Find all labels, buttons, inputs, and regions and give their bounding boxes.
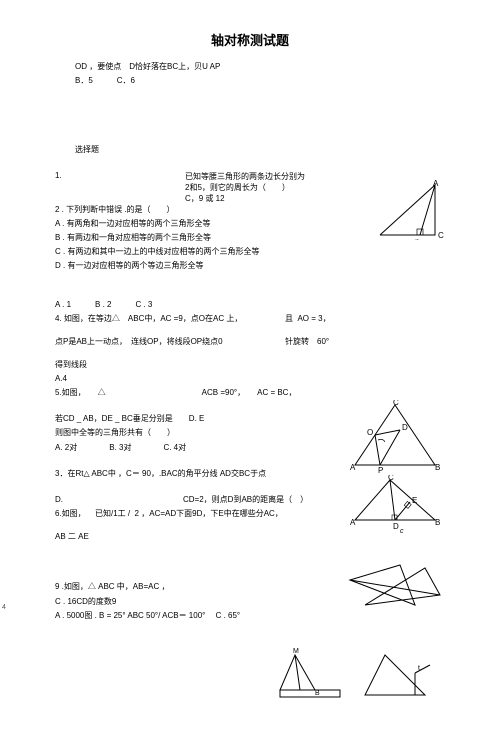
figure-triangle-de: C A B D E c — [345, 475, 445, 535]
q6a: 已知/1工 / 2 ，AC=AD下面9D，下E中在哪些分AC， — [95, 508, 283, 519]
svg-text:C: C — [388, 475, 394, 482]
figure-mb: M B — [265, 645, 345, 700]
q5: 5.如图， △ ACB =90°， AC = BC， — [55, 387, 445, 398]
page-number: 4 — [2, 604, 6, 611]
q1-optc: C，9 或 12 — [185, 193, 225, 204]
svg-text:C: C — [393, 400, 399, 407]
svg-text:A: A — [350, 518, 356, 527]
q4b: 点P是AB上一动点， 连线OP，将线段OP绕点0 — [55, 336, 285, 347]
svg-text:C: C — [438, 231, 444, 240]
figure-triangle-anc: A n C — [360, 180, 445, 240]
q4-opts: A . 1 B . 2 C . 3 — [55, 299, 445, 310]
svg-text:n: n — [415, 237, 419, 240]
q4d: A.4 — [55, 373, 445, 384]
line-od: OD ，要使点 D恰好落在BC上，贝U AP — [55, 61, 445, 72]
svg-text:D: D — [393, 522, 399, 531]
svg-text:P: P — [378, 466, 383, 475]
q2c: C . 有两边和其中一边上的中线对应相等的两个三角形全等 — [55, 246, 445, 257]
svg-text:M: M — [293, 648, 299, 655]
q4r: 且 AO = 3， — [285, 313, 331, 324]
q4: 4. 如图，在等边△ ABC中，AC =9，点O在AC 上， — [55, 313, 285, 324]
svg-text:E: E — [412, 496, 417, 505]
svg-text:t: t — [418, 665, 420, 672]
q4c: 得到线段 — [55, 359, 445, 370]
q1-text: 已知等腰三角形的两条边长分别为 — [185, 171, 305, 182]
svg-text:A: A — [433, 180, 439, 188]
page-title: 轴对称测试题 — [0, 30, 500, 49]
content-body: OD ，要使点 D恰好落在BC上，贝U AP B．5 C．6 选择题 1. 已知… — [0, 61, 500, 621]
svg-text:B: B — [435, 463, 440, 472]
q6: 6.如图， — [55, 508, 95, 519]
q1-num: 1. — [55, 171, 185, 182]
q2d: D . 有一边对应相等的两个等边三角形全等 — [55, 260, 445, 271]
line-b5: B．5 C．6 — [55, 75, 445, 86]
figure-triangle-opd: C A B O D P — [345, 400, 445, 475]
section-header: 选择题 — [55, 144, 445, 155]
q1-text2: 2和5，则它的周长为（ ） — [185, 182, 290, 193]
svg-text:O: O — [367, 428, 373, 437]
figure-overlap — [340, 560, 450, 615]
svg-text:c: c — [400, 528, 404, 535]
svg-text:A: A — [350, 463, 356, 472]
svg-text:B: B — [315, 690, 320, 697]
svg-text:B: B — [435, 518, 440, 527]
figure-t: t — [360, 645, 445, 700]
q4br: 针旋转 60° — [285, 336, 329, 347]
svg-text:D: D — [402, 423, 408, 432]
